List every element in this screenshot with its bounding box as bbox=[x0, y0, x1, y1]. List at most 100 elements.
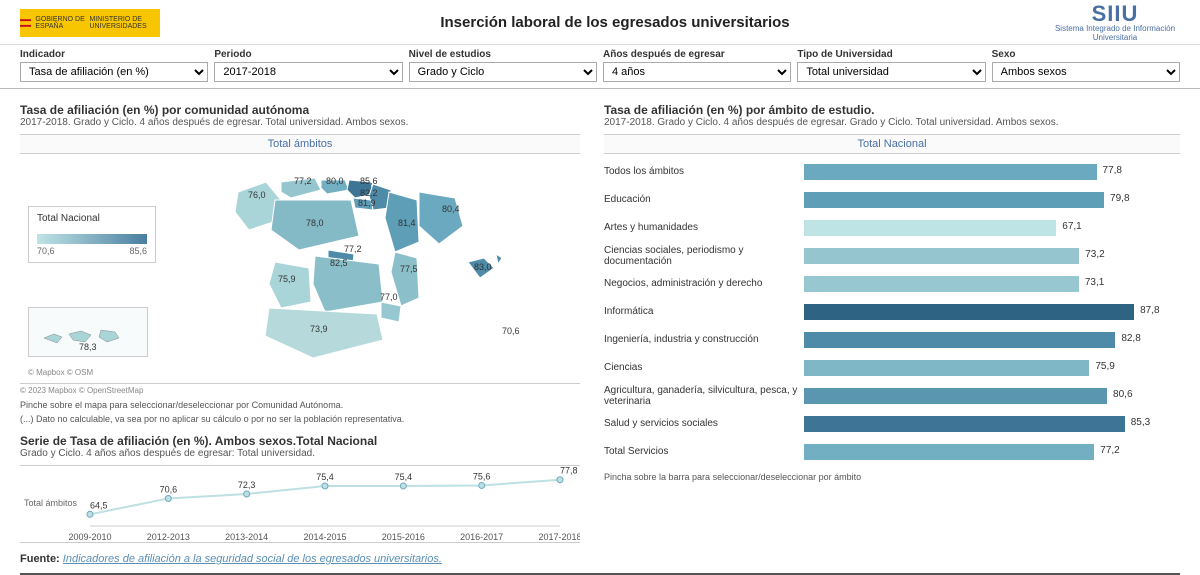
legend-min: 70,6 bbox=[37, 246, 55, 256]
bar-row[interactable]: Ciencias75,9 bbox=[604, 354, 1180, 382]
bar-row[interactable]: Ingeniería, industria y construcción 82,8 bbox=[604, 326, 1180, 354]
siiu-logo-text: SIIU bbox=[1050, 4, 1180, 24]
filter-anos: Años después de egresar 4 años bbox=[603, 49, 791, 82]
bar-label: Educación bbox=[604, 194, 804, 205]
svg-text:77,0: 77,0 bbox=[380, 292, 398, 302]
svg-text:75,6: 75,6 bbox=[473, 472, 491, 482]
indicador-select[interactable]: Tasa de afiliación (en %) bbox=[20, 62, 208, 82]
bar-value: 80,6 bbox=[1113, 389, 1132, 400]
svg-text:85,6: 85,6 bbox=[360, 176, 378, 186]
bar-chart[interactable]: Todos los ámbitos77,8 Educación 79,8 Artes … bbox=[604, 154, 1180, 466]
bar-fill bbox=[804, 388, 1107, 404]
bar-fill bbox=[804, 332, 1115, 348]
source-link[interactable]: Indicadores de afiliación a la seguridad… bbox=[63, 553, 442, 565]
bar-track: 87,8 bbox=[804, 302, 1180, 322]
legend-range: 70,6 85,6 bbox=[37, 246, 147, 256]
bar-fill bbox=[804, 192, 1104, 208]
canary-svg: 78,3 bbox=[29, 308, 149, 358]
bar-track: 77,8 bbox=[804, 162, 1180, 182]
map-attrib-outer: © 2023 Mapbox © OpenStreetMap bbox=[20, 384, 580, 397]
bar-fill bbox=[804, 416, 1125, 432]
svg-text:80,0: 80,0 bbox=[326, 176, 344, 186]
svg-text:2009-2010: 2009-2010 bbox=[68, 532, 111, 542]
bar-row[interactable]: Negocios, administración y derecho73,1 bbox=[604, 270, 1180, 298]
svg-text:70,6: 70,6 bbox=[502, 326, 520, 336]
filter-label: Sexo bbox=[992, 49, 1180, 60]
map-subtitle: 2017-2018. Grado y Ciclo. 4 años después… bbox=[20, 117, 580, 128]
bar-row[interactable]: Artes y humanidades67,1 bbox=[604, 214, 1180, 242]
bar-value: 73,2 bbox=[1085, 249, 1104, 260]
svg-text:75,9: 75,9 bbox=[278, 274, 296, 284]
svg-text:2017-2018: 2017-2018 bbox=[538, 532, 580, 542]
svg-text:72,3: 72,3 bbox=[238, 480, 256, 490]
sexo-select[interactable]: Ambos sexos bbox=[992, 62, 1180, 82]
periodo-select[interactable]: 2017-2018 bbox=[214, 62, 402, 82]
legend-name: Total Nacional bbox=[37, 213, 147, 224]
svg-text:73,9: 73,9 bbox=[310, 324, 328, 334]
series-subtitle: Grado y Ciclo. 4 años años después de eg… bbox=[20, 448, 580, 459]
nivel-select[interactable]: Grado y Ciclo bbox=[409, 62, 597, 82]
gov-text-2: MINISTERIO DE UNIVERSIDADES bbox=[89, 16, 160, 30]
map-title: Tasa de afiliación (en %) por comunidad … bbox=[20, 103, 580, 117]
series-title: Serie de Tasa de afiliación (en %). Ambo… bbox=[20, 434, 580, 448]
bar-row[interactable]: Salud y servicios sociales85,3 bbox=[604, 410, 1180, 438]
choropleth-map[interactable]: Total Nacional 70,6 85,6 78,3 © Mapbox ©… bbox=[20, 154, 580, 384]
filter-label: Indicador bbox=[20, 49, 208, 60]
filter-nivel: Nivel de estudios Grado y Ciclo bbox=[409, 49, 597, 82]
header: GOBIERNO DE ESPAÑA MINISTERIO DE UNIVERS… bbox=[0, 0, 1200, 45]
bar-track: 75,9 bbox=[804, 358, 1180, 378]
svg-text:2016-2017: 2016-2017 bbox=[460, 532, 503, 542]
bar-label: Salud y servicios sociales bbox=[604, 418, 804, 429]
page-title: Inserción laboral de los egresados unive… bbox=[180, 14, 1050, 31]
bar-label: Ciencias bbox=[604, 362, 804, 373]
svg-text:70,6: 70,6 bbox=[160, 485, 178, 495]
bars-panel-head: Total Nacional bbox=[604, 134, 1180, 154]
svg-text:75,4: 75,4 bbox=[316, 472, 334, 482]
region-clm bbox=[313, 256, 383, 312]
bars-title: Tasa de afiliación (en %) por ámbito de … bbox=[604, 103, 1180, 117]
bar-value: 87,8 bbox=[1140, 305, 1159, 316]
legend-max: 85,6 bbox=[129, 246, 147, 256]
filters-row: Indicador Tasa de afiliación (en %) Peri… bbox=[0, 45, 1200, 89]
filter-label: Años después de egresar bbox=[603, 49, 791, 60]
map-hint-1: Pinche sobre el mapa para seleccionar/de… bbox=[20, 400, 580, 412]
bar-value: 67,1 bbox=[1062, 221, 1081, 232]
bar-label: Ingeniería, industria y construcción bbox=[604, 334, 804, 345]
spain-map-svg: 76,0 77,2 80,0 85,6 82,2 81,9 78,0 81,4 … bbox=[220, 154, 550, 369]
map-attrib-inner: © Mapbox © OSM bbox=[28, 368, 93, 377]
filter-label: Nivel de estudios bbox=[409, 49, 597, 60]
tipo-select[interactable]: Total universidad bbox=[797, 62, 985, 82]
bar-row[interactable]: Ciencias sociales, periodismo y document… bbox=[604, 242, 1180, 270]
map-panel-head: Total ámbitos bbox=[20, 134, 580, 154]
svg-text:2014-2015: 2014-2015 bbox=[303, 532, 346, 542]
bar-fill bbox=[804, 276, 1079, 292]
bar-row[interactable]: Informática 87,8 bbox=[604, 298, 1180, 326]
bar-row[interactable]: Total Servicios77,2 bbox=[604, 438, 1180, 466]
bar-label: Informática bbox=[604, 306, 804, 317]
bar-row[interactable]: Educación 79,8 bbox=[604, 186, 1180, 214]
bar-value: 73,1 bbox=[1085, 277, 1104, 288]
source-line: Fuente: Indicadores de afiliación a la s… bbox=[20, 553, 580, 565]
time-series-chart[interactable]: Total ámbitos 64,52009-201070,62012-2013… bbox=[20, 465, 580, 543]
region-murcia bbox=[381, 302, 401, 322]
bar-row[interactable]: Todos los ámbitos77,8 bbox=[604, 158, 1180, 186]
canary-inset[interactable]: 78,3 bbox=[28, 307, 148, 357]
bar-label: Agricultura, ganadería, silvicultura, pe… bbox=[604, 385, 804, 407]
anos-select[interactable]: 4 años bbox=[603, 62, 791, 82]
region-cataluna bbox=[419, 192, 463, 244]
filter-periodo: Periodo 2017-2018 bbox=[214, 49, 402, 82]
bar-row[interactable]: Agricultura, ganadería, silvicultura, pe… bbox=[604, 382, 1180, 410]
filter-sexo: Sexo Ambos sexos bbox=[992, 49, 1180, 82]
filter-label: Tipo de Universidad bbox=[797, 49, 985, 60]
series-svg: 64,52009-201070,62012-201372,32013-20147… bbox=[20, 466, 580, 544]
filter-label: Periodo bbox=[214, 49, 402, 60]
bar-value: 82,8 bbox=[1121, 333, 1140, 344]
bar-fill bbox=[804, 360, 1089, 376]
svg-text:82,5: 82,5 bbox=[330, 258, 348, 268]
svg-text:2015-2016: 2015-2016 bbox=[382, 532, 425, 542]
svg-text:75,4: 75,4 bbox=[395, 472, 413, 482]
bar-value: 79,8 bbox=[1110, 193, 1129, 204]
gov-logo: GOBIERNO DE ESPAÑA MINISTERIO DE UNIVERS… bbox=[20, 9, 160, 37]
svg-text:80,4: 80,4 bbox=[442, 204, 460, 214]
bar-label: Total Servicios bbox=[604, 446, 804, 457]
